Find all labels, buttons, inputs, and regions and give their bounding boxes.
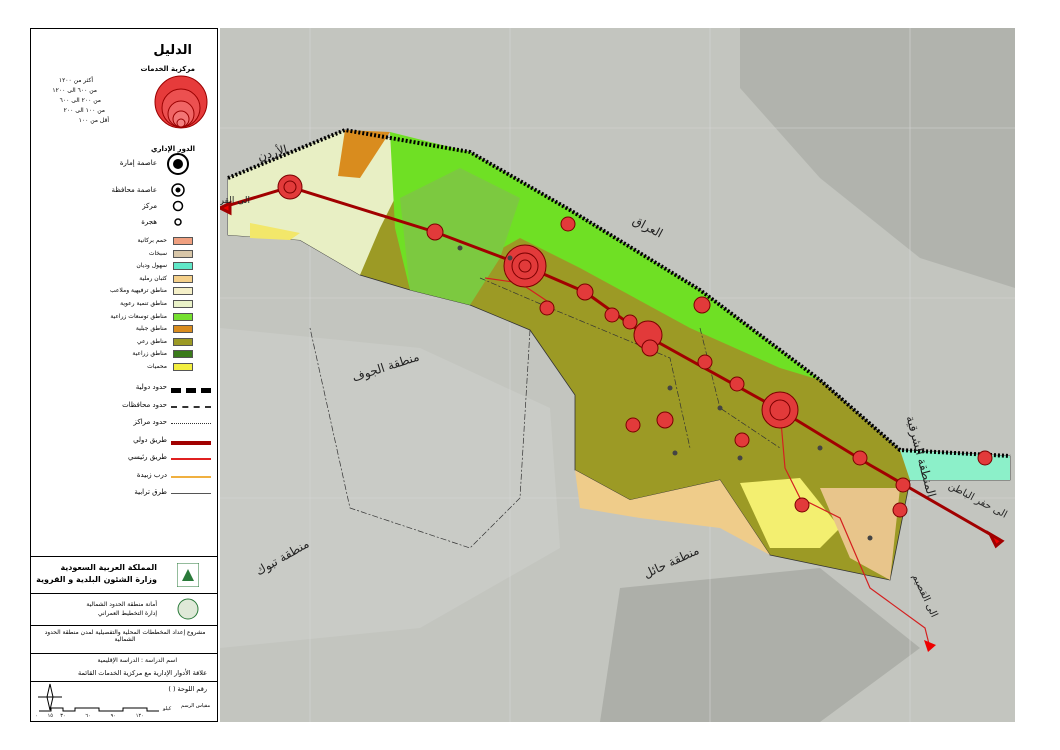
centrality-symbol [154,75,208,129]
centrality-circles [277,174,993,518]
land-use-label: مناطق زراعية [132,350,167,358]
legend-title: الدليل [153,43,192,58]
line-swatch [171,423,211,424]
line-swatch [171,388,211,393]
scale-tick-label: ٣٠ [60,713,66,719]
line-label: طريق رئيسي [128,453,167,461]
admin-label: مركز [142,202,157,210]
region [227,129,1011,581]
land-use-label: مناطق جبلية [135,325,167,333]
kingdom: المملكة العربية السعودية [60,563,157,572]
scale-unit: كيلو [163,706,172,712]
scale-tick-label: ١٢٠ [135,713,144,719]
land-use-label: سبخات [148,249,167,257]
line-label: درب زبيدة [136,470,167,479]
land-use-swatch [173,325,193,334]
land-use-swatch [173,312,193,321]
map-label: الى القريات [220,196,250,206]
scale-tick-label: ٠ [35,713,38,719]
scale-tick-label: ١٥ [47,713,53,719]
ministry-logo [177,563,199,587]
department: إدارة التخطيط العمراني [98,610,157,617]
ministry: وزارة الشئون البلدية و القروية [36,575,157,584]
centrality-label: أقل من ١٠٠ [78,117,109,124]
land-use-swatch [173,337,193,346]
land-use-swatch [173,350,193,359]
road-arrow [924,640,936,652]
line-label: حدود مراكز [133,418,167,426]
study: اسم الدراسة : الدراسة الإقليمية [97,657,178,664]
land-use-swatch [173,300,193,308]
admin-label: عاصمة محافظة [111,186,157,194]
municipality-logo [177,598,199,620]
municipality: أمانة منطقة الحدود الشمالية [86,601,157,608]
sheet-title: علاقة الأدوار الإدارية مع مركزية الخدمات… [78,669,207,677]
line-label: حدود دولية [135,383,167,391]
sheet-number: رقم اللوحة ( ) [168,685,207,693]
land-use-swatch [173,262,193,271]
line-swatch [171,440,211,445]
line-label: حدود محافظات [122,400,167,409]
line-swatch [171,493,211,494]
line-swatch [171,405,211,408]
project: مشروع إعداد المخططات المحلية والتفصيلية … [44,629,206,643]
centrality-label: من ٢٠٠ الى ٦٠٠ [59,97,101,104]
admin-label: عاصمة إمارة [119,159,157,167]
north-arrow [38,683,62,711]
line-swatch [171,458,211,460]
land-use-swatch [173,287,193,296]
centrality-label: من ٦٠٠ الى ١٢٠٠ [52,87,97,94]
province-borders [309,277,781,549]
land-use-label: مناطق رعي [136,337,167,345]
admin-title: الدور الإداري [151,145,195,153]
international-border [227,127,1011,458]
scale-tick-label: ٩٠ [110,713,116,719]
land-use-label: محميات [147,363,167,370]
line-swatch [171,475,211,478]
centrality-title: مركزية الخدمات [140,65,195,73]
centrality-label: أكثر من ١٢٠٠ [58,77,93,84]
scale-tick-label: ٦٠ [85,713,91,719]
land-use-label: مناطق تنمية رعوية [120,300,167,307]
title-block: المملكة العربية السعودية وزارة الشئون ال… [31,556,217,722]
line-label: طريق دولي [133,435,167,444]
land-use-label: حمم بركانية [137,237,167,244]
settlements [457,245,873,541]
land-use-swatch [173,249,193,258]
map: الأردن العراق منطقة الجوف منطقة تبوك منط… [220,28,1015,722]
centrality-label: من ١٠٠ الى ٢٠٠ [63,107,105,114]
land-use-swatch [173,274,193,283]
scale-title: مقياس الرسم [181,703,211,709]
admin-label: هجرة [141,218,157,226]
land-use-label: سهول وديان [136,262,167,270]
land-use-swatch [173,363,193,371]
land-use-label: مناطق ترفيهية وملاعب [109,287,167,295]
admin-symbols [167,153,189,226]
land-use-swatch [173,237,193,245]
scale-bar [39,707,159,712]
legend-panel: الدليل مركزية الخدمات أكثر من ١٢٠٠ من ٦٠٠… [30,28,218,722]
line-label: طرق ترابية [134,488,167,496]
land-use-label: مناطق توسعات زراعية [110,312,167,320]
land-use-label: كثبان رملية [139,274,167,282]
